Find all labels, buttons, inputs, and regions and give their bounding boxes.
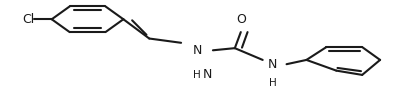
Text: H: H	[193, 70, 201, 80]
Text: O: O	[236, 13, 246, 26]
Text: Cl: Cl	[22, 13, 34, 26]
Text: H: H	[269, 78, 277, 88]
Text: N: N	[192, 44, 202, 57]
Text: N: N	[203, 68, 213, 81]
Text: N: N	[268, 58, 277, 71]
